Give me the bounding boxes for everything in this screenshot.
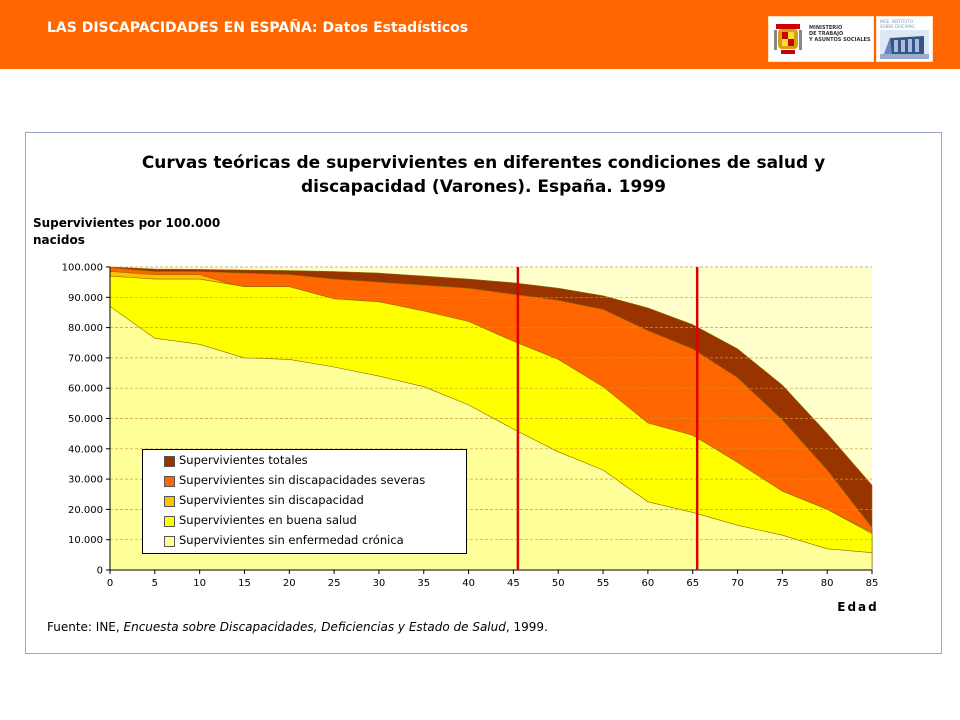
y-tick-label: 100.000 xyxy=(62,263,103,274)
chart-legend: Supervivientes totales Supervivientes si… xyxy=(142,449,467,554)
legend-item-totales: Supervivientes totales xyxy=(151,452,461,470)
legend-item-sin-severas: Supervivientes sin discapacidades severa… xyxy=(151,472,461,490)
legend-swatch xyxy=(164,476,175,487)
x-tick-label: 60 xyxy=(642,578,655,589)
x-tick-label: 0 xyxy=(107,578,113,589)
x-tick-label: 15 xyxy=(238,578,251,589)
chart-title: Curvas teóricas de supervivientes en dif… xyxy=(26,151,941,199)
y-tick-label: 60.000 xyxy=(68,384,103,395)
y-tick-label: 90.000 xyxy=(68,293,103,304)
chart-source: Fuente: INE, Encuesta sobre Discapacidad… xyxy=(47,620,548,634)
legend-label: Supervivientes sin discapacidades severa… xyxy=(179,473,426,487)
legend-label: Supervivientes en buena salud xyxy=(179,513,357,527)
x-tick-label: 80 xyxy=(821,578,834,589)
x-tick-label: 40 xyxy=(462,578,475,589)
ministry-logo-text: MINISTERIO DE TRABAJO Y ASUNTOS SOCIALES xyxy=(809,25,871,43)
legend-item-sin-discapacidad: Supervivientes sin discapacidad xyxy=(151,492,461,510)
legend-item-sin-cronica: Supervivientes sin enfermedad crónica xyxy=(151,532,461,550)
institute-logo: INSE. INSTITUTO SOBRE DISCAPAC. xyxy=(876,16,933,62)
x-axis-label: Edad xyxy=(837,600,878,614)
x-tick-label: 10 xyxy=(193,578,206,589)
x-tick-label: 55 xyxy=(597,578,610,589)
header-bar: LAS DISCAPACIDADES EN ESPAÑA: Datos Esta… xyxy=(0,0,960,69)
building-icon xyxy=(880,30,929,59)
y-tick-label: 30.000 xyxy=(68,475,103,486)
y-tick-label: 10.000 xyxy=(68,535,103,546)
x-tick-label: 50 xyxy=(552,578,565,589)
x-tick-label: 65 xyxy=(686,578,699,589)
chart-panel: Curvas teóricas de supervivientes en dif… xyxy=(25,132,942,654)
legend-swatch xyxy=(164,456,175,467)
x-tick-label: 5 xyxy=(152,578,158,589)
y-axis-label: Supervivientes por 100.000 nacidos xyxy=(33,216,221,247)
y-tick-label: 40.000 xyxy=(68,444,103,455)
x-tick-label: 20 xyxy=(283,578,296,589)
header-title: LAS DISCAPACIDADES EN ESPAÑA: Datos Esta… xyxy=(47,20,469,36)
survival-area-chart: 0 10.000 20.000 30.000 40.000 50.000 60.000 70.… xyxy=(62,263,879,615)
legend-label: Supervivientes totales xyxy=(179,453,308,467)
legend-swatch xyxy=(164,516,175,527)
x-tick-label: 45 xyxy=(507,578,520,589)
y-tick-label: 80.000 xyxy=(68,323,103,334)
x-tick-label: 35 xyxy=(417,578,430,589)
legend-label: Supervivientes sin enfermedad crónica xyxy=(179,533,404,547)
x-tick-label: 30 xyxy=(373,578,386,589)
legend-swatch xyxy=(164,496,175,507)
source-suffix: , 1999. xyxy=(505,620,548,634)
institute-logo-text: INSE. INSTITUTO SOBRE DISCAPAC. xyxy=(880,19,917,29)
ministry-logo: MINISTERIO DE TRABAJO Y ASUNTOS SOCIALES xyxy=(768,16,874,62)
x-tick-label: 85 xyxy=(866,578,879,589)
coat-of-arms-icon xyxy=(774,24,802,54)
legend-swatch xyxy=(164,536,175,547)
y-tick-label: 50.000 xyxy=(68,414,103,425)
legend-label: Supervivientes sin discapacidad xyxy=(179,493,364,507)
y-tick-label: 0 xyxy=(97,566,103,577)
x-tick-label: 25 xyxy=(328,578,341,589)
x-tick-label: 75 xyxy=(776,578,789,589)
source-prefix: Fuente: INE, xyxy=(47,620,124,634)
y-tick-label: 20.000 xyxy=(68,505,103,516)
y-tick-label: 70.000 xyxy=(68,353,103,364)
legend-item-buena-salud: Supervivientes en buena salud xyxy=(151,512,461,530)
chart-title-line1: Curvas teóricas de supervivientes en dif… xyxy=(141,153,826,173)
x-tick-label: 70 xyxy=(731,578,744,589)
chart-title-line2: discapacidad (Varones). España. 1999 xyxy=(300,177,666,197)
source-title: Encuesta sobre Discapacidades, Deficienc… xyxy=(123,620,506,634)
